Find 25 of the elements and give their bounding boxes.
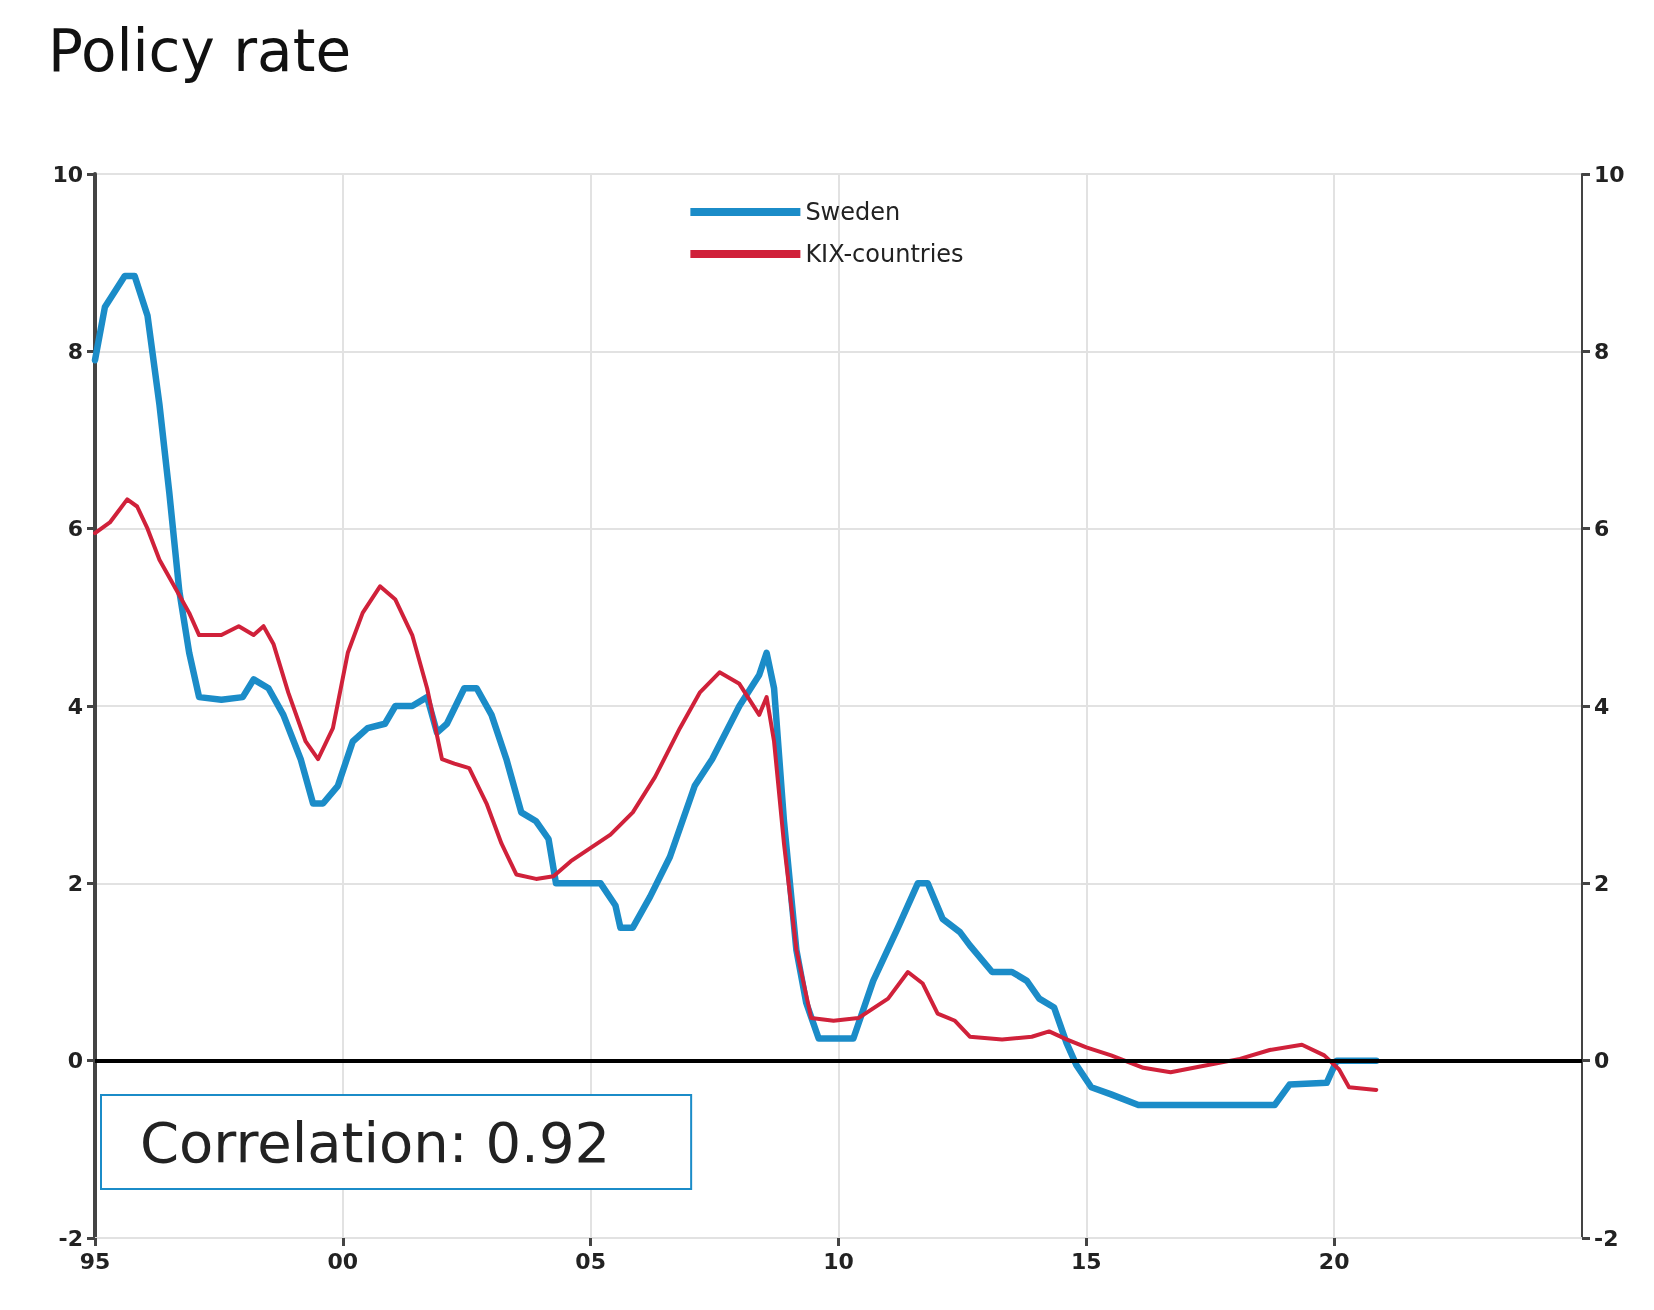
- x-tick-label: 20: [1318, 1248, 1350, 1274]
- y-tick-label: 8: [67, 338, 83, 364]
- y-tick-label: 4: [67, 693, 83, 719]
- x-tick-label: 15: [1071, 1248, 1102, 1274]
- line-series: [93, 497, 1379, 1092]
- x-tick-label: 05: [575, 1248, 606, 1274]
- y2-tick-label: 6: [1594, 516, 1610, 542]
- y2-tick-label: 0: [1594, 1048, 1610, 1074]
- y2-tick-label: 2: [1594, 870, 1610, 896]
- legend-label: KIX-countries: [805, 240, 964, 268]
- chart-title: Policy rate: [48, 17, 352, 85]
- annotation: Correlation: 0.92: [140, 1109, 611, 1175]
- x-tick-label: 00: [327, 1248, 359, 1274]
- y2-tick-label: 8: [1594, 338, 1610, 364]
- x-tick-label: 95: [79, 1248, 111, 1274]
- y-tick-label: 6: [67, 516, 83, 542]
- y-tick-label: 10: [52, 161, 83, 187]
- x-tick-label: 10: [823, 1248, 854, 1274]
- y2-tick-label: 10: [1594, 161, 1625, 187]
- y-tick-label: 0: [67, 1048, 83, 1074]
- y2-tick-label: 4: [1594, 693, 1610, 719]
- legend-label: Sweden: [805, 198, 901, 226]
- y-tick-label: 2: [67, 870, 83, 896]
- y2-tick-label: -2: [1594, 1225, 1619, 1251]
- y-tick-label: -2: [58, 1225, 83, 1251]
